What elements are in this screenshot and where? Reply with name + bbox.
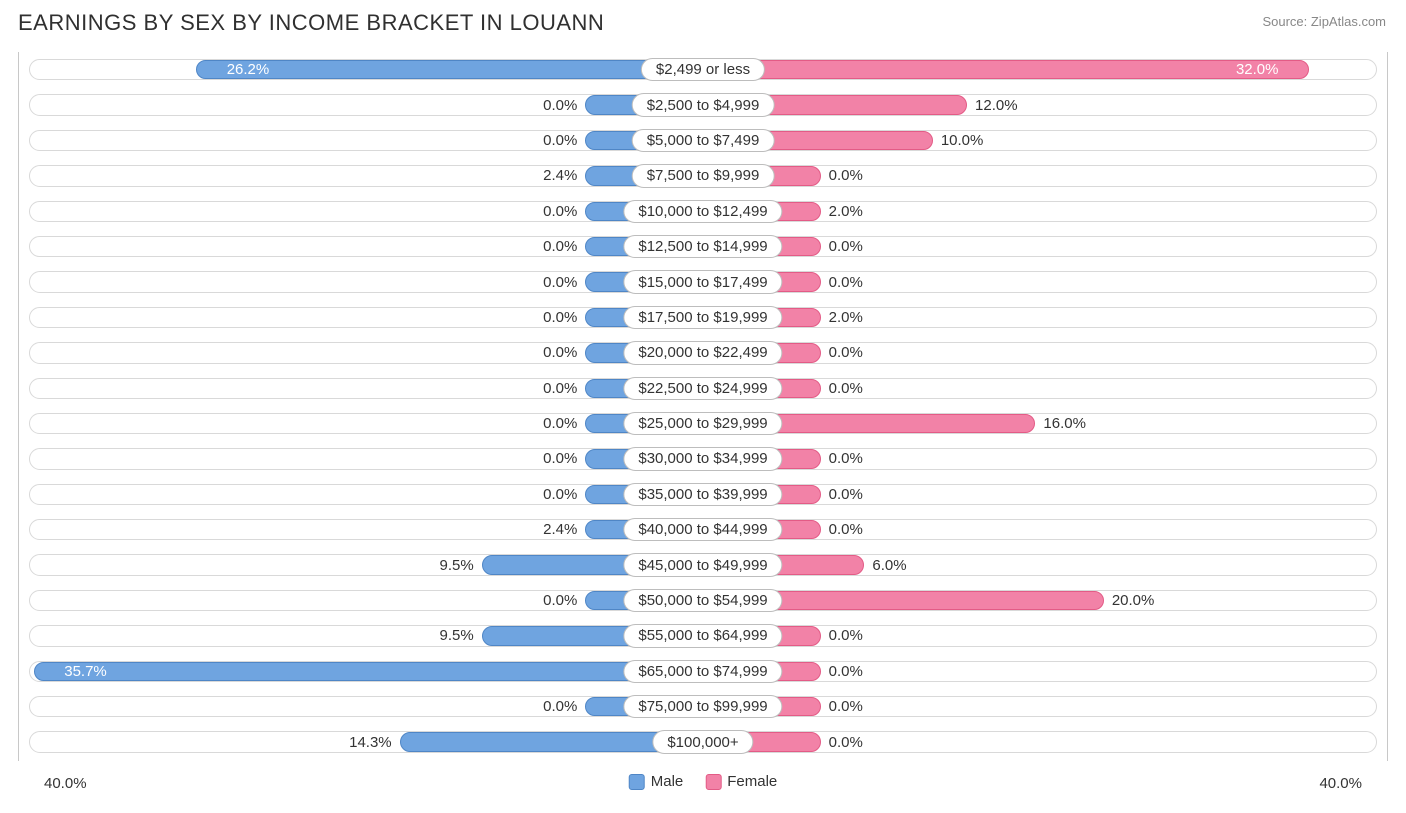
chart-row: $12,500 to $14,999 0.0% 0.0% [19, 229, 1387, 264]
chart-footer: 40.0% Male Female 40.0% [18, 769, 1388, 799]
chart-legend: Male Female [629, 773, 778, 790]
value-female: 0.0% [829, 477, 863, 512]
value-male: 0.0% [543, 335, 577, 370]
value-male: 0.0% [543, 689, 577, 724]
value-male: 9.5% [440, 618, 474, 653]
value-female: 0.0% [829, 654, 863, 689]
value-female: 2.0% [829, 300, 863, 335]
bracket-pill: $40,000 to $44,999 [623, 518, 782, 541]
bar-female [703, 60, 1309, 79]
axis-label-right: 40.0% [1319, 775, 1362, 792]
value-male: 2.4% [543, 158, 577, 193]
value-female: 0.0% [829, 441, 863, 476]
bracket-pill: $50,000 to $54,999 [623, 589, 782, 612]
bracket-pill: $25,000 to $29,999 [623, 412, 782, 435]
value-male: 35.7% [54, 654, 107, 689]
bracket-pill: $30,000 to $34,999 [623, 447, 782, 470]
legend-swatch [629, 774, 645, 790]
value-female: 16.0% [1043, 406, 1086, 441]
value-female: 0.0% [829, 335, 863, 370]
value-male: 0.0% [543, 123, 577, 158]
value-female: 12.0% [975, 87, 1018, 122]
chart-row: $30,000 to $34,999 0.0% 0.0% [19, 441, 1387, 476]
chart-row: $7,500 to $9,999 2.4% 0.0% [19, 158, 1387, 193]
bracket-pill: $75,000 to $99,999 [623, 695, 782, 718]
chart-row: $55,000 to $64,999 9.5% 0.0% [19, 618, 1387, 653]
value-female: 0.0% [829, 371, 863, 406]
bracket-pill: $7,500 to $9,999 [632, 164, 775, 187]
chart-row: $5,000 to $7,499 0.0% 10.0% [19, 123, 1387, 158]
bracket-pill: $12,500 to $14,999 [623, 235, 782, 258]
chart-row: $65,000 to $74,999 35.7% 0.0% [19, 654, 1387, 689]
value-male: 9.5% [440, 547, 474, 582]
legend-label: Male [651, 773, 684, 790]
chart-row: $40,000 to $44,999 2.4% 0.0% [19, 512, 1387, 547]
bracket-pill: $65,000 to $74,999 [623, 660, 782, 683]
axis-label-left: 40.0% [44, 775, 87, 792]
value-male: 0.0% [543, 441, 577, 476]
value-male: 0.0% [543, 87, 577, 122]
chart-row: $2,499 or less 26.2% 32.0% [19, 52, 1387, 87]
chart-row: $35,000 to $39,999 0.0% 0.0% [19, 477, 1387, 512]
value-male: 2.4% [543, 512, 577, 547]
chart-row: $15,000 to $17,499 0.0% 0.0% [19, 264, 1387, 299]
legend-swatch [705, 774, 721, 790]
value-female: 0.0% [829, 158, 863, 193]
legend-item: Female [705, 773, 777, 790]
bracket-pill: $100,000+ [652, 730, 753, 753]
chart-row: $2,500 to $4,999 0.0% 12.0% [19, 87, 1387, 122]
chart-row: $20,000 to $22,499 0.0% 0.0% [19, 335, 1387, 370]
chart-title: EARNINGS BY SEX BY INCOME BRACKET IN LOU… [18, 10, 604, 36]
value-female: 0.0% [829, 689, 863, 724]
bracket-pill: $55,000 to $64,999 [623, 624, 782, 647]
bracket-pill: $17,500 to $19,999 [623, 306, 782, 329]
value-male: 0.0% [543, 583, 577, 618]
bracket-pill: $5,000 to $7,499 [632, 129, 775, 152]
chart-row: $17,500 to $19,999 0.0% 2.0% [19, 300, 1387, 335]
chart-row: $100,000+ 14.3% 0.0% [19, 724, 1387, 759]
value-male: 0.0% [543, 371, 577, 406]
bracket-pill: $2,499 or less [641, 58, 765, 81]
bracket-pill: $2,500 to $4,999 [632, 93, 775, 116]
chart-header: EARNINGS BY SEX BY INCOME BRACKET IN LOU… [0, 0, 1406, 44]
bracket-pill: $10,000 to $12,499 [623, 200, 782, 223]
value-male: 0.0% [543, 229, 577, 264]
value-male: 0.0% [543, 300, 577, 335]
value-female: 0.0% [829, 724, 863, 759]
chart-row: $50,000 to $54,999 0.0% 20.0% [19, 583, 1387, 618]
bracket-pill: $22,500 to $24,999 [623, 377, 782, 400]
chart-source: Source: ZipAtlas.com [1262, 10, 1386, 29]
chart-row: $75,000 to $99,999 0.0% 0.0% [19, 689, 1387, 724]
value-female: 0.0% [829, 229, 863, 264]
bracket-pill: $15,000 to $17,499 [623, 270, 782, 293]
value-female: 0.0% [829, 264, 863, 299]
legend-item: Male [629, 773, 684, 790]
value-male: 0.0% [543, 194, 577, 229]
legend-label: Female [727, 773, 777, 790]
bracket-pill: $45,000 to $49,999 [623, 553, 782, 576]
bracket-pill: $35,000 to $39,999 [623, 483, 782, 506]
chart-row: $25,000 to $29,999 0.0% 16.0% [19, 406, 1387, 441]
value-male: 0.0% [543, 477, 577, 512]
chart-row: $10,000 to $12,499 0.0% 2.0% [19, 194, 1387, 229]
bar-male [196, 60, 703, 79]
chart-row: $45,000 to $49,999 9.5% 6.0% [19, 547, 1387, 582]
value-female: 0.0% [829, 512, 863, 547]
value-male: 26.2% [217, 52, 270, 87]
value-female: 0.0% [829, 618, 863, 653]
bar-male [34, 662, 703, 681]
value-female: 10.0% [941, 123, 984, 158]
value-female: 6.0% [872, 547, 906, 582]
value-male: 14.3% [349, 724, 392, 759]
value-female: 32.0% [1236, 52, 1289, 87]
bracket-pill: $20,000 to $22,499 [623, 341, 782, 364]
chart-row: $22,500 to $24,999 0.0% 0.0% [19, 371, 1387, 406]
value-female: 20.0% [1112, 583, 1155, 618]
chart-plot-area: $2,499 or less26.2%32.0%$2,500 to $4,999… [18, 52, 1388, 761]
value-male: 0.0% [543, 264, 577, 299]
value-male: 0.0% [543, 406, 577, 441]
value-female: 2.0% [829, 194, 863, 229]
